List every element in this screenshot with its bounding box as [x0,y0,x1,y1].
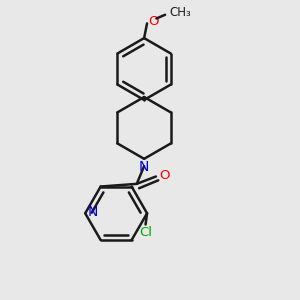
Text: O: O [148,15,159,28]
Text: Cl: Cl [139,226,152,239]
Text: O: O [159,169,169,182]
Text: N: N [139,160,149,174]
Text: N: N [88,206,98,219]
Text: CH₃: CH₃ [169,6,191,19]
